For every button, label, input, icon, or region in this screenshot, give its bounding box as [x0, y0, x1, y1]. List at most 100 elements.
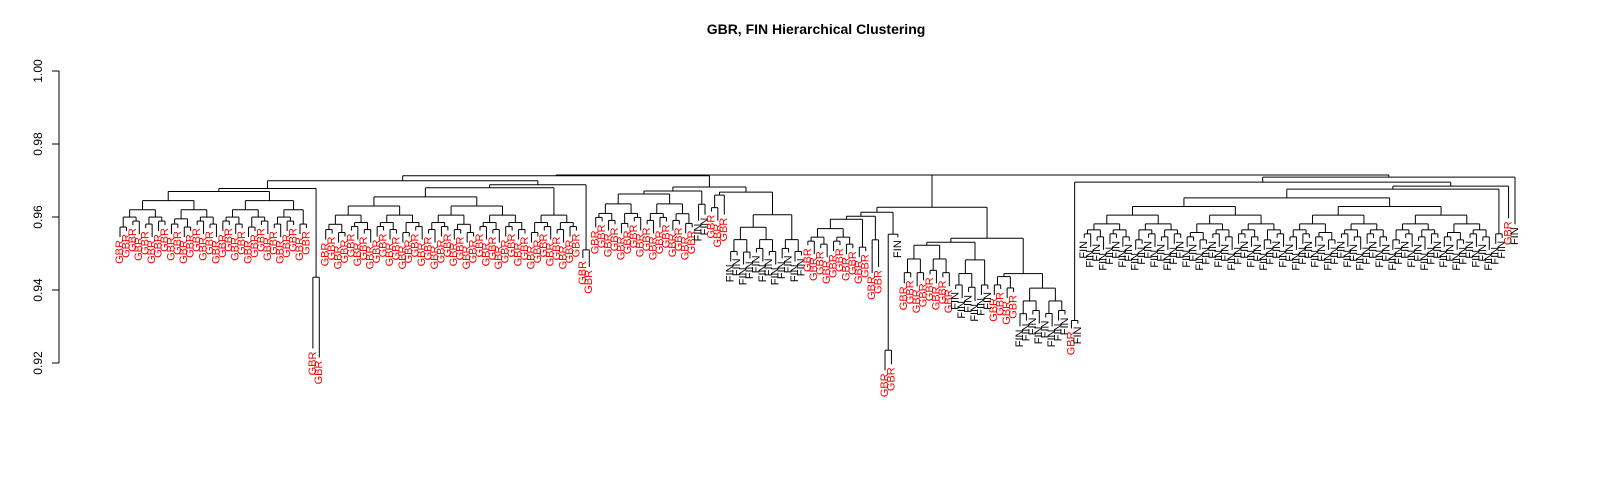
leaf-label: GBR — [500, 240, 512, 264]
leaf-label: GBR — [384, 243, 396, 267]
leaf-label: GBR — [191, 228, 203, 252]
leaf-label: FIN — [975, 298, 987, 316]
leaf-label: GBR — [230, 237, 242, 261]
leaf-label: FIN — [1020, 323, 1032, 341]
leaf-label: FIN — [1239, 241, 1251, 259]
leaf-label: GBR — [172, 231, 184, 255]
leaf-label: FIN — [1155, 244, 1167, 262]
leaf-label: GBR — [924, 277, 936, 301]
leaf-label: GBR — [358, 237, 370, 261]
leaf-label: FIN — [782, 255, 794, 273]
leaf-label: GBR — [275, 240, 287, 264]
leaf-label: GBR — [879, 373, 891, 397]
leaf-label: GBR — [609, 227, 621, 251]
leaf-label: GBR — [647, 236, 659, 260]
leaf-label: FIN — [1297, 247, 1309, 265]
leaf-label: FIN — [1451, 253, 1463, 271]
leaf-label: GBR — [140, 231, 152, 255]
leaf-label: GBR — [943, 289, 955, 313]
leaf-label: FIN — [1027, 317, 1039, 335]
leaf-label: GBR — [1502, 221, 1514, 245]
y-tick-label: 0.94 — [31, 278, 45, 302]
leaf-label: GBR — [377, 234, 389, 258]
leaf-label: GBR — [917, 283, 929, 307]
leaf-label: GBR — [474, 234, 486, 258]
leaf-label: FIN — [1374, 250, 1386, 268]
leaf-label: FIN — [1040, 320, 1052, 338]
leaf-label: GBR — [827, 254, 839, 278]
leaf-label: GBR — [570, 234, 582, 258]
leaf-label: FIN — [1348, 244, 1360, 262]
leaf-label: GBR — [159, 228, 171, 252]
leaf-label: GBR — [307, 351, 319, 375]
leaf-labels: GBRGBRGBRGBRGBRGBRGBRGBRGBRGBRGBRGBRGBRG… — [114, 215, 1521, 398]
leaf-label: GBR — [641, 227, 653, 251]
leaf-label: GBR — [519, 237, 531, 261]
leaf-label: GBR — [242, 240, 254, 264]
leaf-label: FIN — [1290, 253, 1302, 271]
leaf-label: GBR — [294, 237, 306, 261]
leaf-label: GBR — [590, 230, 602, 254]
leaf-label: GBR — [371, 240, 383, 264]
leaf-label: FIN — [1271, 241, 1283, 259]
leaf-label: FIN — [1322, 253, 1334, 271]
leaf-label: GBR — [937, 280, 949, 304]
leaf-label: GBR — [249, 234, 261, 258]
leaf-label: FIN — [1149, 250, 1161, 268]
leaf-label: FIN — [1097, 253, 1109, 271]
leaf-label: FIN — [789, 264, 801, 282]
leaf-label: GBR — [320, 243, 332, 267]
leaf-label: GBR — [146, 240, 158, 264]
leaf-label: GBR — [480, 243, 492, 267]
leaf-label: FIN — [982, 292, 994, 310]
leaf-label: GBR — [365, 246, 377, 270]
leaf-label: FIN — [1200, 247, 1212, 265]
leaf-label: FIN — [1258, 253, 1270, 271]
leaf-label: FIN — [1477, 244, 1489, 262]
leaf-label: GBR — [930, 286, 942, 310]
leaf-label: FIN — [1046, 329, 1058, 347]
leaf-label: FIN — [1142, 241, 1154, 259]
leaf-label: FIN — [744, 261, 756, 279]
leaf-label: FIN — [1367, 241, 1379, 259]
leaf-label: GBR — [345, 234, 357, 258]
leaf-label: FIN — [737, 267, 749, 285]
leaf-label: FIN — [1445, 244, 1457, 262]
leaf-label: FIN — [763, 258, 775, 276]
leaf-label: GBR — [525, 246, 537, 270]
leaf-label: FIN — [1284, 244, 1296, 262]
leaf-label: FIN — [892, 240, 904, 258]
leaf-label: GBR — [898, 286, 910, 310]
leaf-label: GBR — [204, 231, 216, 255]
leaf-label: GBR — [557, 246, 569, 270]
leaf-label: GBR — [654, 230, 666, 254]
leaf-label: FIN — [1310, 250, 1322, 268]
leaf-label: FIN — [1406, 250, 1418, 268]
leaf-label: FIN — [1085, 250, 1097, 268]
leaf-label: FIN — [1130, 253, 1142, 271]
leaf-label: GBR — [815, 251, 827, 275]
leaf-label: FIN — [969, 304, 981, 322]
leaf-label: GBR — [512, 243, 524, 267]
leaf-label: GBR — [718, 218, 730, 242]
leaf-label: GBR — [564, 240, 576, 264]
leaf-label: GBR — [281, 234, 293, 258]
leaf-label: GBR — [403, 240, 415, 264]
leaf-label: FIN — [962, 295, 974, 313]
leaf-label: FIN — [1059, 317, 1071, 335]
y-tick-label: 0.98 — [31, 132, 45, 156]
leaf-label: GBR — [905, 280, 917, 304]
leaf-label: GBR — [834, 248, 846, 272]
leaf-label: GBR — [416, 243, 428, 267]
leaf-label: GBR — [577, 261, 589, 285]
y-tick-label: 1.00 — [31, 59, 45, 83]
leaf-label: FIN — [1464, 241, 1476, 259]
leaf-label: GBR — [860, 254, 872, 278]
leaf-label: GBR — [152, 234, 164, 258]
leaf-label: GBR — [435, 240, 447, 264]
leaf-label: FIN — [1110, 241, 1122, 259]
leaf-label: FIN — [1252, 244, 1264, 262]
leaf-label: FIN — [950, 292, 962, 310]
leaf-label: GBR — [802, 248, 814, 272]
